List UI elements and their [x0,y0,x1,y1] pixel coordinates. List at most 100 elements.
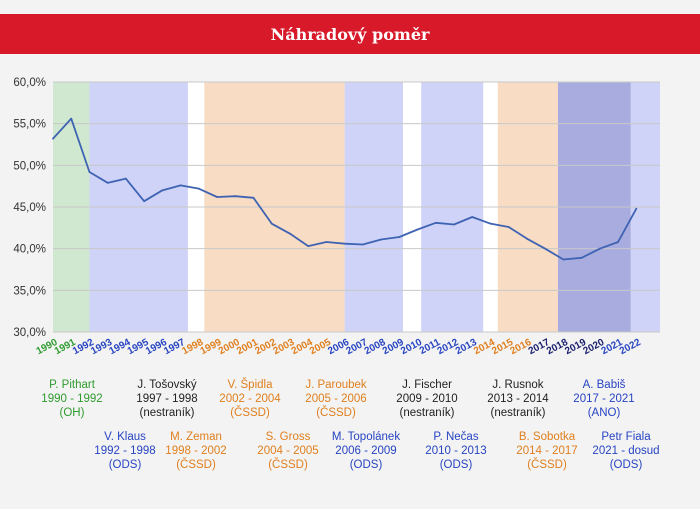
legend-line-l2: 1998 - 2002 [165,445,227,457]
data-point [179,184,182,187]
data-point [617,241,619,243]
data-point [70,117,73,120]
data-point [143,200,146,203]
legend-line-l2: 2004 - 2005 [257,445,319,457]
legend-line-l3: (ČSSD) [527,459,567,471]
legend-row2-item: Petr Fiala 2021 - dosud (ODS) [561,430,691,472]
legend-line-l1: J. Tošovský [137,379,197,391]
y-tick-label: 35,0% [13,285,46,297]
data-point [580,256,583,259]
data-point [434,221,437,224]
legend-line-l3: (ODS) [609,459,643,471]
y-tick-label: 30,0% [13,327,46,339]
data-point [216,196,218,198]
legend-line-l1: P. Nečas [433,431,479,443]
data-point [52,137,54,140]
data-point [544,247,547,250]
legend-line-l1: V. Špidla [227,379,273,391]
data-point [453,223,455,226]
legend-line-l2: 2021 - dosud [592,445,660,457]
legend-row1-item: J. Paroubek 2005 - 2006 (ČSSD) [271,378,401,420]
y-tick-label: 40,0% [13,244,46,256]
data-point [88,171,91,173]
data-point [234,195,237,198]
legend-row1-item: J. Fischer 2009 - 2010 (nestraník) [362,378,492,420]
data-point [307,245,310,248]
data-point [398,236,401,238]
legend-line-l3: (ČSSD) [268,459,308,471]
data-point [289,232,291,235]
legend-line-l1: J. Rusnok [492,379,544,391]
legend-row2-item: B. Sobotka 2014 - 2017 (ČSSD) [482,430,612,472]
legend-line-l1: Petr Fiala [601,431,651,443]
data-point [270,222,273,225]
legend-line-l1: P. Pithart [49,379,95,391]
chart-title: Náhradový poměr [270,24,430,44]
data-point [507,226,510,228]
legend-line-l1: J. Paroubek [305,379,367,391]
data-point [106,181,109,184]
data-point [635,207,638,210]
data-point [526,237,528,240]
legend-line-l3: (ČSSD) [316,407,356,419]
legend-row2-item: M. Topolánek 2006 - 2009 (ODS) [301,430,431,472]
legend-line-l3: (ČSSD) [176,459,216,471]
legend-line-l1: V. Klaus [104,431,146,443]
chart-header: Náhradový poměr [0,14,700,54]
legend-row1-item: P. Pithart 1990 - 1992 (OH) [7,378,137,420]
data-point [252,196,255,199]
legend-line-l2: 2013 - 2014 [487,393,549,405]
legend-line-l2: 2017 - 2021 [573,393,635,405]
legend-line-l3: (ČSSD) [230,407,270,419]
x-tick-label: 2022 [618,337,643,357]
data-point [471,216,474,218]
legend-line-l1: A. Babiš [582,379,626,391]
legend-line-l1: J. Fischer [402,379,452,391]
legend-line-l2: 2002 - 2004 [219,393,281,405]
legend-line-l2: 1997 - 1998 [136,393,198,405]
y-tick-label: 55,0% [13,119,46,131]
legend-row1-item: A. Babiš 2017 - 2021 (ANO) [539,378,669,420]
data-point [125,177,127,180]
legend-line-l1: M. Zeman [170,431,222,443]
y-tick-label: 60,0% [13,77,46,89]
data-point [161,189,164,192]
data-point [598,247,601,250]
data-point [197,187,200,190]
legend-line-l3: (ODS) [349,459,383,471]
legend-line-l3: (nestraník) [139,407,195,419]
legend-line-l3: (ODS) [108,459,142,471]
legend-line-l3: (ODS) [439,459,473,471]
legend-line-l1: B. Sobotka [518,431,576,443]
data-point [325,241,328,243]
legend-row1-item: V. Špidla 2002 - 2004 (ČSSD) [185,378,315,420]
data-point [343,242,346,245]
data-point [380,238,383,241]
legend-line-l3: (OH) [59,407,85,419]
legend-line-l3: (ANO) [587,407,621,419]
legend-line-l2: 1992 - 1998 [94,445,156,457]
legend-line-l1: M. Topolánek [331,431,401,443]
legend-line-l3: (nestraník) [399,407,455,419]
legend-line-l2: 1990 - 1992 [41,393,103,405]
data-point [562,258,565,261]
legend-line-l2: 2009 - 2010 [396,393,458,405]
legend-row2-item: V. Klaus 1992 - 1998 (ODS) [60,430,190,472]
legend-row2-item: P. Nečas 2010 - 2013 (ODS) [391,430,521,472]
data-point [416,228,419,231]
legend-row1-item: J. Tošovský 1997 - 1998 (nestraník) [102,378,232,420]
legend-line-l2: 2010 - 2013 [425,445,487,457]
data-point [361,243,364,246]
y-tick-label: 45,0% [13,202,46,214]
data-point [489,222,492,225]
legend-line-l1: S. Gross [265,431,311,443]
y-tick-label: 50,0% [13,160,46,172]
legend-row2-item: M. Zeman 1998 - 2002 (ČSSD) [131,430,261,472]
legend-line-l2: 2006 - 2009 [335,445,397,457]
legend-row1-item: J. Rusnok 2013 - 2014 (nestraník) [453,378,583,420]
legend-line-l3: (nestraník) [490,407,546,419]
line-chart: 30,0%35,0%40,0%45,0%50,0%55,0%60,0%19901… [13,77,660,357]
legend-row2-item: S. Gross 2004 - 2005 (ČSSD) [223,430,353,472]
legend-line-l2: 2005 - 2006 [305,393,367,405]
legend-line-l2: 2014 - 2017 [516,445,578,457]
